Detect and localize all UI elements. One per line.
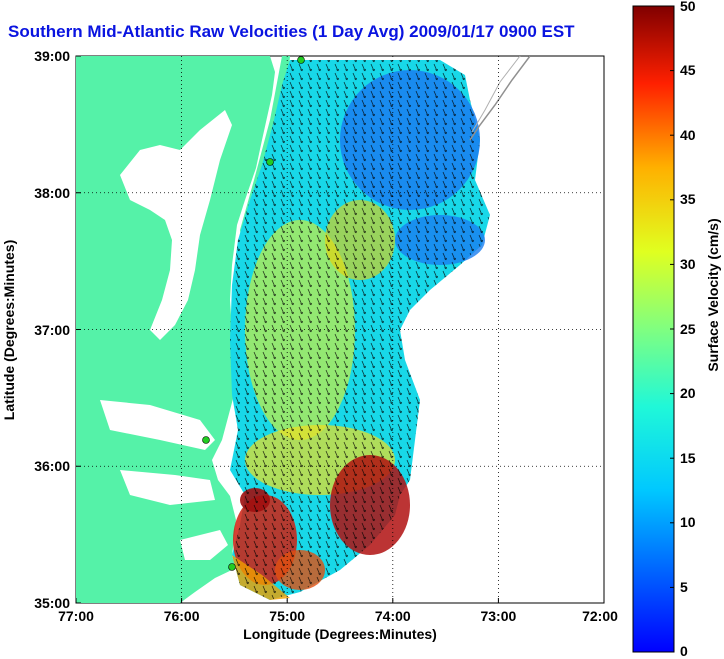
x-tick-label: 73:00 <box>480 608 516 624</box>
y-tick-label: 38:00 <box>34 185 70 201</box>
colorbar-tick: 25 <box>680 321 696 337</box>
y-axis-label: Latitude (Degrees:Minutes) <box>1 240 17 420</box>
station-mid-north <box>266 158 274 166</box>
y-tick-label: 35:00 <box>34 595 70 611</box>
x-axis-label: Longitude (Degrees:Minutes) <box>243 626 437 642</box>
station-north <box>297 56 305 64</box>
colorbar-tick: 15 <box>680 450 696 466</box>
colorbar-tick: 50 <box>680 0 696 14</box>
colorbar <box>632 5 675 653</box>
land-mainland <box>76 56 275 603</box>
colorbar-tick: 0 <box>680 643 688 659</box>
colorbar-tick: 5 <box>680 579 688 595</box>
colorbar-tick: 30 <box>680 256 696 272</box>
colorbar-tick: 45 <box>680 62 696 78</box>
y-tick-label: 39:00 <box>34 48 70 64</box>
grid <box>76 56 604 603</box>
x-tick-label: 76:00 <box>164 608 200 624</box>
map-title: Southern Mid-Atlantic Raw Velocities (1 … <box>8 22 575 41</box>
colorbar-tick: 35 <box>680 191 696 207</box>
station-mid <box>202 436 210 444</box>
y-tick-label: 37:00 <box>34 322 70 338</box>
x-tick-label: 72:00 <box>582 608 618 624</box>
x-tick-label: 77:00 <box>58 608 94 624</box>
colorbar-tick: 20 <box>680 385 696 401</box>
station-south <box>228 563 236 571</box>
colorbar-label: Surface Velocity (cm/s) <box>705 218 721 371</box>
chesapeake-bay <box>120 110 232 340</box>
x-tick-label: 75:00 <box>269 608 305 624</box>
colorbar-tick: 40 <box>680 127 696 143</box>
velocity-vectors <box>230 60 490 600</box>
y-tick-label: 36:00 <box>34 458 70 474</box>
colorbar-tick: 10 <box>680 514 696 530</box>
x-tick-label: 74:00 <box>375 608 411 624</box>
